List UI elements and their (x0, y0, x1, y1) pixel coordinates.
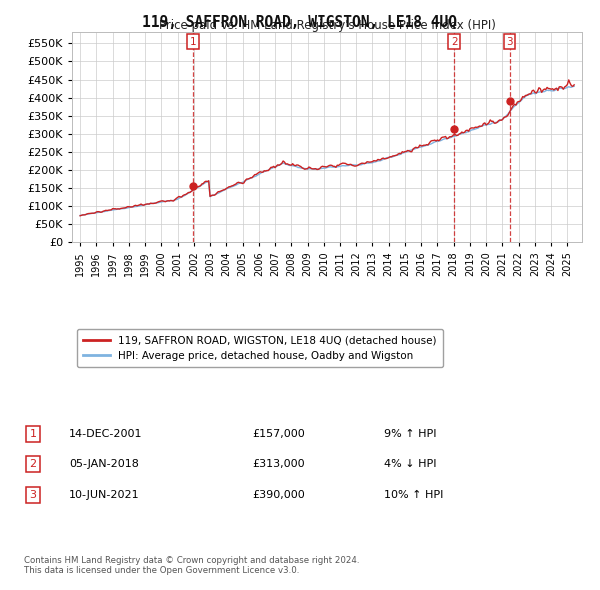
Text: 2: 2 (29, 460, 37, 469)
Title: Price paid vs. HM Land Registry's House Price Index (HPI): Price paid vs. HM Land Registry's House … (158, 19, 496, 32)
Text: £390,000: £390,000 (252, 490, 305, 500)
Text: 3: 3 (29, 490, 37, 500)
Text: 10% ↑ HPI: 10% ↑ HPI (384, 490, 443, 500)
Text: 10-JUN-2021: 10-JUN-2021 (69, 490, 140, 500)
Text: 2: 2 (451, 37, 457, 47)
Text: £313,000: £313,000 (252, 460, 305, 469)
Text: 119, SAFFRON ROAD, WIGSTON, LE18 4UQ: 119, SAFFRON ROAD, WIGSTON, LE18 4UQ (143, 15, 458, 30)
Text: 1: 1 (29, 429, 37, 438)
Text: £157,000: £157,000 (252, 429, 305, 438)
Text: 1: 1 (190, 37, 196, 47)
Text: 4% ↓ HPI: 4% ↓ HPI (384, 460, 437, 469)
Text: Contains HM Land Registry data © Crown copyright and database right 2024.
This d: Contains HM Land Registry data © Crown c… (24, 556, 359, 575)
Legend: 119, SAFFRON ROAD, WIGSTON, LE18 4UQ (detached house), HPI: Average price, detac: 119, SAFFRON ROAD, WIGSTON, LE18 4UQ (de… (77, 329, 443, 368)
Text: 14-DEC-2001: 14-DEC-2001 (69, 429, 143, 438)
Text: 3: 3 (506, 37, 513, 47)
Text: 9% ↑ HPI: 9% ↑ HPI (384, 429, 437, 438)
Text: 05-JAN-2018: 05-JAN-2018 (69, 460, 139, 469)
